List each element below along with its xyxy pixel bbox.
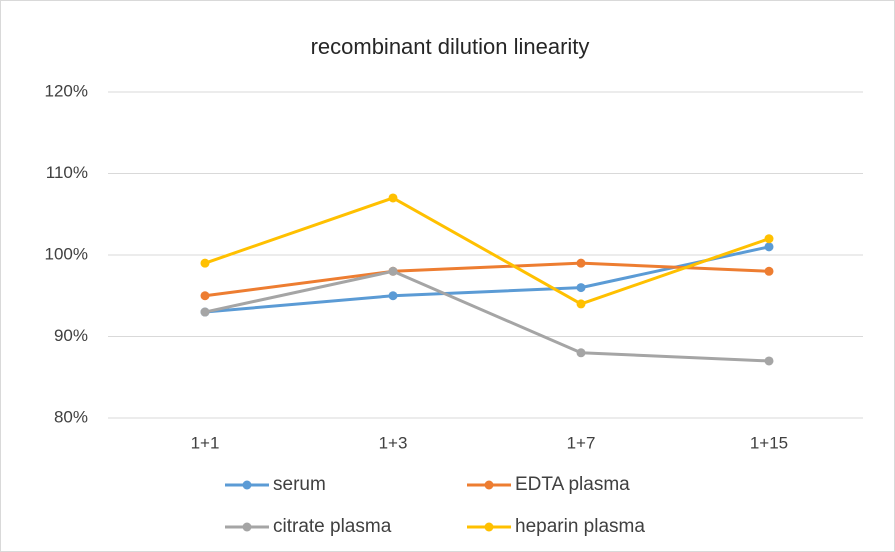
- series-marker: [388, 193, 398, 203]
- y-tick-label: 100%: [45, 244, 88, 263]
- y-tick-label: 90%: [54, 326, 88, 345]
- legend-label: serum: [273, 474, 326, 495]
- x-tick-label: 1+3: [379, 433, 408, 452]
- series-marker: [200, 307, 210, 317]
- series-marker: [764, 356, 774, 366]
- legend-marker: [484, 522, 494, 532]
- legend-label: EDTA plasma: [515, 474, 630, 495]
- series-line: [204, 261, 770, 298]
- series-marker: [200, 258, 210, 268]
- x-tick-label: 1+15: [750, 433, 788, 452]
- series-marker: [576, 348, 586, 358]
- series-line: [204, 196, 770, 306]
- series-marker: [388, 291, 398, 301]
- series-line: [204, 269, 770, 363]
- legend-label: heparin plasma: [515, 516, 645, 537]
- series-marker: [388, 266, 398, 276]
- legend-marker: [242, 522, 252, 532]
- series-marker: [576, 258, 586, 268]
- legend-marker: [242, 480, 252, 490]
- series-marker: [764, 242, 774, 252]
- legend-marker: [484, 480, 494, 490]
- x-tick-label: 1+1: [191, 433, 220, 452]
- series-marker: [200, 291, 210, 301]
- series-marker: [764, 234, 774, 244]
- y-tick-label: 80%: [54, 407, 88, 426]
- y-tick-label: 120%: [45, 81, 88, 100]
- series-marker: [764, 266, 774, 276]
- y-tick-label: 110%: [46, 163, 88, 182]
- series-marker: [576, 283, 586, 293]
- chart-title: recombinant dilution linearity: [311, 34, 590, 59]
- legend-label: citrate plasma: [273, 516, 392, 537]
- x-tick-label: 1+7: [567, 433, 596, 452]
- series-marker: [576, 299, 586, 309]
